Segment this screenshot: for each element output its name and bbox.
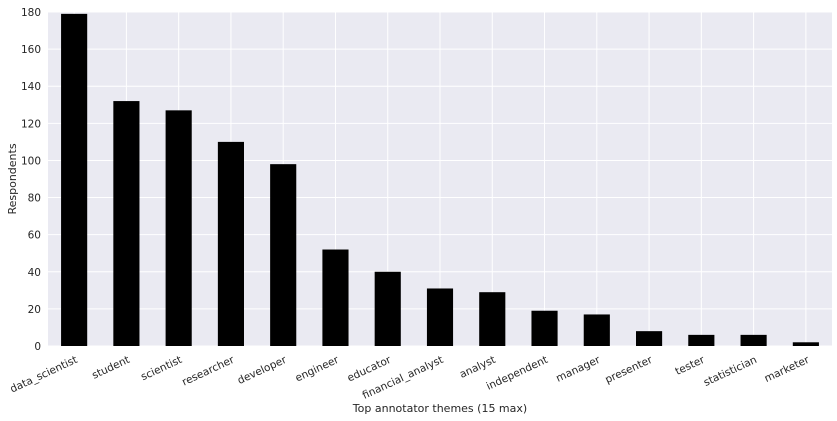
y-tick-label: 140	[21, 81, 41, 93]
x-tick-label: developer	[236, 354, 289, 387]
x-tick-label: tester	[673, 354, 707, 378]
bar-financial-analyst	[426, 288, 454, 346]
bars	[61, 13, 819, 346]
y-tick-labels: 0 20 40 60 80 100 120 140 160 180	[21, 7, 41, 353]
y-tick-label: 180	[21, 7, 41, 19]
x-tick-label: manager	[554, 354, 602, 385]
x-tick-label: engineer	[293, 354, 341, 385]
bar-independent	[531, 310, 558, 346]
bar-tester	[688, 334, 715, 346]
y-tick-label: 80	[28, 193, 41, 205]
bar-statistician	[740, 334, 767, 346]
x-axis-title: Top annotator themes (15 max)	[352, 402, 527, 415]
x-tick-label: scientist	[139, 354, 184, 383]
x-tick-label: presenter	[603, 354, 655, 387]
bar-marketer	[792, 342, 819, 346]
bar-developer	[270, 164, 297, 346]
y-tick-label: 0	[34, 341, 41, 353]
y-tick-label: 40	[28, 267, 41, 279]
bar-manager	[583, 314, 610, 346]
bar-researcher	[217, 141, 244, 346]
y-tick-label: 120	[21, 118, 41, 130]
bar-analyst	[479, 292, 506, 346]
y-tick-label: 100	[21, 155, 41, 167]
bar-presenter	[636, 331, 663, 346]
bar-educator	[374, 271, 401, 346]
y-tick-label: 160	[21, 44, 41, 56]
x-tick-label: marketer	[763, 354, 812, 385]
x-tick-label: analyst	[458, 354, 498, 381]
y-axis-title: Respondents	[6, 143, 19, 214]
bar-data-scientist	[61, 13, 88, 346]
bar-engineer	[322, 249, 349, 346]
x-tick-label: statistician	[702, 354, 759, 389]
bar-student	[113, 101, 140, 346]
x-tick-label: researcher	[180, 354, 237, 389]
x-tick-label: student	[90, 354, 131, 382]
y-tick-label: 60	[28, 230, 41, 242]
x-tick-labels: data_scientist student scientistresearcher…	[8, 354, 811, 402]
bar-scientist	[165, 110, 192, 346]
x-tick-label: data_scientist	[8, 354, 79, 396]
y-tick-label: 20	[28, 304, 41, 316]
